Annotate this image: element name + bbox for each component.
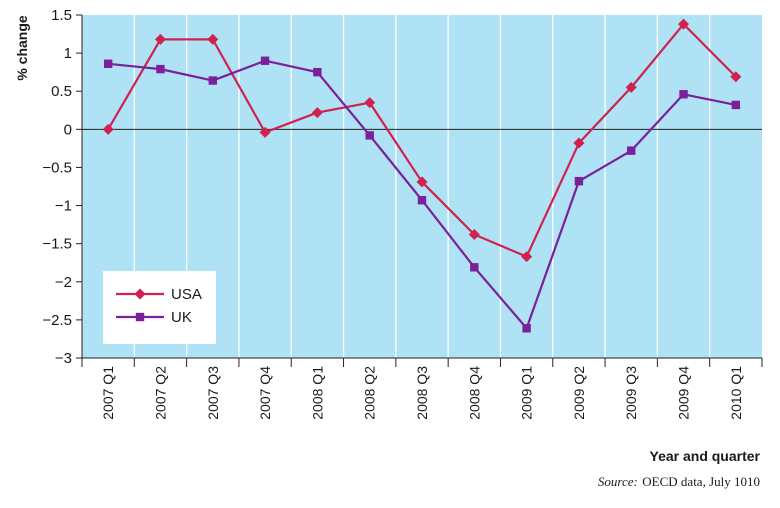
data-point <box>208 76 217 85</box>
data-point <box>207 33 219 45</box>
legend-label: UK <box>171 309 192 326</box>
x-tick-label: 2008 Q1 <box>309 366 325 420</box>
y-tick-label: −1.5 <box>42 236 72 253</box>
data-point <box>154 33 166 45</box>
y-tick-label: 0 <box>64 121 72 138</box>
x-tick-label: 2008 Q4 <box>466 366 482 420</box>
legend: USA UK <box>103 271 216 344</box>
series <box>102 18 742 333</box>
x-tick-label: 2008 Q2 <box>362 366 378 420</box>
series-usa <box>102 18 742 263</box>
y-tick-label: 1.5 <box>51 7 72 24</box>
axes: 1.5 1 0.5 0 −0.5 −1 −1.5 −2 −2.5 −3 2007 Q1 2007 Q2… <box>42 7 763 420</box>
legend-label: USA <box>171 286 202 303</box>
series-uk <box>103 56 741 333</box>
data-point <box>103 59 113 68</box>
legend-marker <box>134 288 146 300</box>
data-point <box>468 229 480 241</box>
x-tick-label: 2007 Q2 <box>152 366 168 420</box>
data-point <box>678 18 690 30</box>
x-tick-label: 2009 Q3 <box>623 366 639 420</box>
data-point <box>416 176 428 188</box>
source-note: Source: OECD data, July 1010 <box>598 473 760 490</box>
y-tick-label: −0.5 <box>42 159 72 176</box>
x-tick-label: 2009 Q1 <box>519 366 535 420</box>
x-tick-label: 2007 Q3 <box>205 366 221 420</box>
data-point <box>259 126 271 138</box>
x-axis-title: Year and quarter <box>650 448 761 464</box>
x-tick-label: 2007 Q4 <box>257 366 273 420</box>
y-tick-label: −2.5 <box>42 312 72 329</box>
y-tick-label: −3 <box>55 350 72 367</box>
data-point <box>156 64 165 74</box>
source-label: Source: <box>598 474 638 489</box>
data-point <box>521 251 533 263</box>
data-point <box>573 137 585 149</box>
data-point <box>731 100 741 110</box>
y-tick-label: 1 <box>64 45 72 62</box>
data-point <box>625 81 637 93</box>
source-text: OECD data, July 1010 <box>642 474 760 489</box>
data-point <box>522 324 531 333</box>
data-point <box>313 67 322 77</box>
legend-marker <box>135 312 145 322</box>
grid-lines <box>133 15 711 358</box>
data-point <box>574 176 584 186</box>
data-point <box>102 123 114 135</box>
x-tick-label: 2008 Q3 <box>414 366 430 420</box>
x-tick-label: 2010 Q1 <box>728 366 744 420</box>
x-tick-label: 2007 Q1 <box>100 366 116 420</box>
data-point <box>260 56 270 65</box>
data-point <box>679 90 688 99</box>
data-point <box>365 131 374 140</box>
data-point <box>364 97 376 109</box>
data-point <box>627 146 636 155</box>
x-tick-label: 2009 Q4 <box>676 366 692 420</box>
y-tick-label: −1 <box>55 198 72 215</box>
data-point <box>417 196 427 205</box>
y-tick-label: 0.5 <box>51 83 72 100</box>
y-tick-label: −2 <box>55 274 72 291</box>
data-point <box>311 107 323 119</box>
legend-box <box>103 271 216 344</box>
y-axis-title: % change <box>14 15 30 81</box>
data-point <box>470 263 479 272</box>
data-point <box>730 71 742 83</box>
x-tick-label: 2009 Q2 <box>571 366 587 420</box>
